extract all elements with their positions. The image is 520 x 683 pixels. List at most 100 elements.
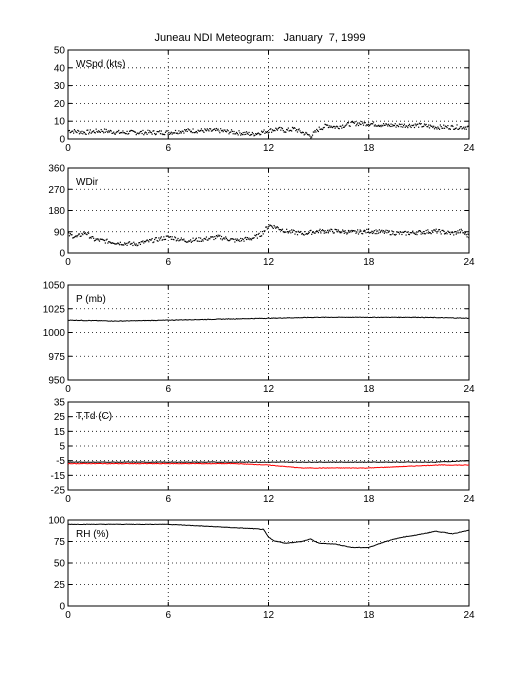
panel-1-point <box>311 134 314 136</box>
panel-2-point <box>279 229 281 231</box>
panel-5-xtick-label: 18 <box>363 610 375 621</box>
panel-2-point <box>102 239 104 241</box>
panel-2-point <box>181 239 183 241</box>
panel-1-point <box>370 123 372 125</box>
panel-1-series-1 <box>68 120 470 139</box>
panel-2-point <box>275 227 277 229</box>
panel-1-point <box>146 133 148 135</box>
panel-2-point <box>427 229 429 231</box>
panel-2-point <box>98 239 100 241</box>
panel-2-point <box>368 232 370 234</box>
panel-2-point <box>175 240 177 242</box>
panel-1-point <box>123 132 126 134</box>
panel-1-point <box>318 126 320 128</box>
panel-4-ytick-label: 5 <box>59 442 65 453</box>
panel-2-point <box>455 233 457 235</box>
panel-1-point <box>432 126 434 129</box>
panel-2-point <box>450 231 452 233</box>
panel-1-point <box>446 127 448 129</box>
panel-2-point <box>458 229 461 231</box>
panel-1-point <box>466 126 468 128</box>
panel-3-ytick-label: 1000 <box>43 328 66 339</box>
panel-1-point <box>123 132 125 134</box>
panel-2-point <box>203 238 205 240</box>
panel-1-point <box>334 127 336 129</box>
panel-1-point <box>248 131 250 134</box>
panel-2-point <box>225 236 227 238</box>
panel-2-point <box>277 227 279 229</box>
panel-2-point <box>237 240 239 242</box>
panel-2-point <box>330 228 332 230</box>
panel-1-point <box>144 132 146 134</box>
panel-2-point <box>260 235 263 237</box>
panel-2-point <box>68 232 70 234</box>
panel-1-point <box>106 130 108 132</box>
panel-1-point <box>159 133 162 135</box>
panel-1-point <box>303 134 305 136</box>
panel-1-point <box>278 126 280 129</box>
panel-1-point <box>297 129 299 131</box>
panel-2-point <box>301 233 303 235</box>
panel-2-point <box>448 231 450 233</box>
panel-2-point <box>465 234 467 236</box>
panel-4-ytick-label: 15 <box>54 427 66 438</box>
panel-2-point <box>190 241 193 243</box>
panel-2-point <box>215 234 218 237</box>
panel-2-point <box>258 232 260 235</box>
panel-2-xtick-label: 0 <box>65 257 71 268</box>
panel-2-point <box>160 236 162 238</box>
panel-2-point <box>136 245 138 247</box>
panel-2-point <box>221 239 223 241</box>
panel-3-xtick-label: 12 <box>263 384 275 395</box>
panel-2-point <box>245 238 248 241</box>
panel-2-point <box>362 233 364 235</box>
panel-2-point <box>434 230 436 232</box>
panel-5-series-1 <box>67 523 470 549</box>
panel-2-point <box>331 230 334 233</box>
panel-1-point <box>154 132 156 135</box>
panel-1-point <box>92 130 94 133</box>
panel-1-point <box>125 133 127 135</box>
panel-1-point <box>322 127 325 129</box>
panel-1-point <box>206 128 208 130</box>
panel-4-xtick-label: 6 <box>165 494 171 505</box>
panel-2-point <box>247 238 249 240</box>
panel-2-point <box>383 232 385 234</box>
panel-1-point <box>426 125 428 128</box>
panel-2-label: WDir <box>76 177 99 188</box>
panel-1-point <box>282 129 284 132</box>
panel-1-point <box>346 123 348 125</box>
panel-1-point <box>423 125 425 127</box>
panel-1-point <box>337 126 339 128</box>
panel-1-point <box>285 131 287 133</box>
panel-5-xtick-label: 6 <box>165 610 171 621</box>
panel-1-point <box>85 133 87 135</box>
panel-1-point <box>283 131 285 133</box>
panel-2-point <box>99 238 101 240</box>
panel-2-point <box>292 229 294 231</box>
panel-2-point <box>195 237 198 239</box>
panel-2-point <box>248 237 250 239</box>
panel-2-point <box>161 239 163 241</box>
panel-2-point <box>88 232 90 234</box>
panel-2-point <box>120 243 122 246</box>
panel-2-point <box>118 243 120 245</box>
panel-1-point <box>372 121 375 123</box>
panel-2-point <box>379 231 381 234</box>
panel-2-point <box>255 234 258 236</box>
panel-1-point <box>438 128 441 130</box>
panel-1-point <box>453 128 456 130</box>
panel-1-point <box>234 133 236 135</box>
panel-2-point <box>426 232 428 234</box>
panel-1-point <box>385 123 387 125</box>
panel-2-point <box>326 229 329 231</box>
panel-1-point <box>157 131 159 133</box>
panel-2-point <box>405 234 407 236</box>
panel-1-point <box>103 132 105 134</box>
panel-1-point <box>387 123 390 125</box>
panel-2-point <box>85 233 87 235</box>
panel-1-point <box>205 130 208 132</box>
panel-1-point <box>464 126 467 128</box>
panel-2-point <box>125 242 127 245</box>
panel-1-point <box>160 130 162 132</box>
